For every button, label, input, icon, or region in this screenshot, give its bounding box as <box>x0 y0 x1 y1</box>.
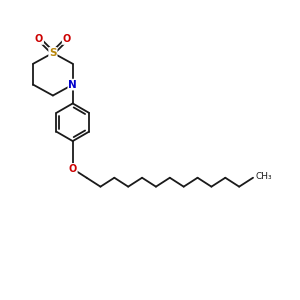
Text: O: O <box>69 164 77 174</box>
Text: S: S <box>49 48 57 58</box>
Text: N: N <box>68 80 77 90</box>
Text: O: O <box>35 34 43 44</box>
Text: O: O <box>63 34 71 44</box>
Text: CH₃: CH₃ <box>255 172 272 181</box>
